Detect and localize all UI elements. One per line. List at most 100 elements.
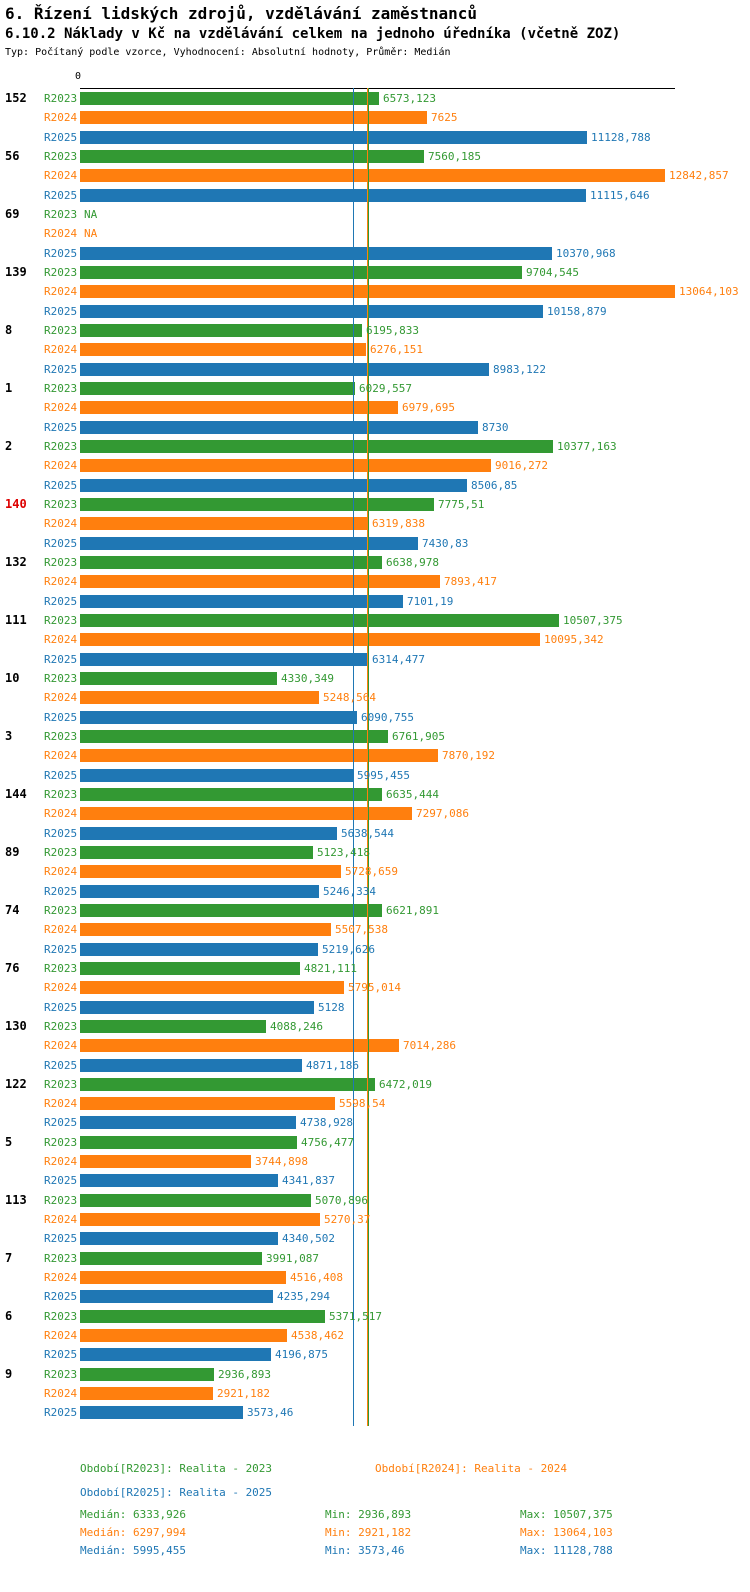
series-label: R2024 — [44, 1039, 78, 1052]
bar — [80, 1155, 251, 1168]
org-id-label: 7 — [5, 1251, 13, 1265]
stats-r2023-min: Min: 2936,893 — [325, 1508, 412, 1521]
series-label: R2023 — [44, 614, 78, 627]
bar-value-label: 6090,755 — [361, 711, 414, 724]
bar-value-label: 9016,272 — [495, 459, 548, 472]
org-id-label: 74 — [5, 903, 20, 917]
series-label: R2025 — [44, 1174, 78, 1187]
org-id-label: 130 — [5, 1019, 27, 1033]
bar — [80, 421, 478, 434]
org-id-label: 139 — [5, 265, 27, 279]
org-id-label: 9 — [5, 1367, 13, 1381]
org-id-label: 6 — [5, 1309, 13, 1323]
bar — [80, 1368, 214, 1381]
series-label: R2023 — [44, 556, 78, 569]
bar — [80, 807, 412, 820]
stats-r2024-max: Max: 13064,103 — [520, 1526, 613, 1539]
bar — [80, 1252, 262, 1265]
series-label: R2024 — [44, 1097, 78, 1110]
bar-value-label: 6319,838 — [372, 517, 425, 530]
bar — [80, 614, 559, 627]
series-label: R2025 — [44, 1406, 78, 1419]
series-label: R2024 — [44, 459, 78, 472]
bar-value-label: 7775,51 — [438, 498, 485, 511]
bar-value-label: 10377,163 — [557, 440, 617, 453]
bar-value-label: 7625 — [431, 111, 458, 124]
org-id-label: 8 — [5, 323, 13, 337]
bar — [80, 769, 353, 782]
bar-value-label: 4340,502 — [282, 1232, 335, 1245]
series-label: R2024 — [44, 1213, 78, 1226]
bar — [80, 827, 337, 840]
series-label: R2025 — [44, 305, 78, 318]
bar — [80, 382, 355, 395]
series-label: R2025 — [44, 1116, 78, 1129]
series-label: R2025 — [44, 189, 78, 202]
bar — [80, 479, 467, 492]
series-label: R2023 — [44, 672, 78, 685]
bar — [80, 131, 587, 144]
series-label: R2025 — [44, 827, 78, 840]
bar-value-label: 6761,905 — [392, 730, 445, 743]
bar — [80, 749, 438, 762]
bar — [80, 788, 382, 801]
series-label: R2024 — [44, 111, 78, 124]
bar — [80, 324, 362, 337]
report-title: 6. Řízení lidských zdrojů, vzdělávání za… — [5, 4, 478, 23]
bar — [80, 691, 319, 704]
report-meta: Typ: Počítaný podle vzorce, Vyhodnocení:… — [5, 47, 451, 58]
bar — [80, 1329, 287, 1342]
bar-value-label: 5123,418 — [317, 846, 370, 859]
bar — [80, 1310, 325, 1323]
legend-r2023: Období[R2023]: Realita - 2023 — [80, 1462, 273, 1475]
bar — [80, 923, 331, 936]
org-id-label: 113 — [5, 1193, 27, 1207]
median-line-r2025 — [353, 88, 354, 1426]
bar — [80, 846, 313, 859]
median-line-r2023 — [368, 88, 369, 1426]
series-label: R2024 — [44, 865, 78, 878]
series-label: R2025 — [44, 1232, 78, 1245]
org-id-label: 132 — [5, 555, 27, 569]
series-label: R2024 — [44, 749, 78, 762]
bar-value-label: 6029,557 — [359, 382, 412, 395]
series-label: R2025 — [44, 247, 78, 260]
series-label: R2023 — [44, 904, 78, 917]
bar — [80, 92, 379, 105]
bar — [80, 633, 540, 646]
series-label: R2024 — [44, 633, 78, 646]
series-label: R2024 — [44, 1155, 78, 1168]
series-label: R2025 — [44, 595, 78, 608]
series-label: R2025 — [44, 1059, 78, 1072]
series-label: R2023 — [44, 498, 78, 511]
bar — [80, 1348, 271, 1361]
bar — [80, 343, 366, 356]
series-label: R2024 — [44, 343, 78, 356]
bar-value-label: 6195,833 — [366, 324, 419, 337]
bar-value-label: 5070,896 — [315, 1194, 368, 1207]
series-label: R2023 — [44, 150, 78, 163]
bar — [80, 498, 434, 511]
bar-value-label: 5507,538 — [335, 923, 388, 936]
bar — [80, 595, 403, 608]
bar-value-label: 7014,286 — [403, 1039, 456, 1052]
series-label: R2024 — [44, 401, 78, 414]
bar-value-label: 4235,294 — [277, 1290, 330, 1303]
series-label: R2024 — [44, 691, 78, 704]
bar-value-label: 5638,544 — [341, 827, 394, 840]
bar-value-label: 9704,545 — [526, 266, 579, 279]
bar-value-label: 6276,151 — [370, 343, 423, 356]
bar — [80, 401, 398, 414]
bar-value-label: 6314,477 — [372, 653, 425, 666]
bar-value-label: NA — [84, 208, 98, 221]
bar-value-label: 4871,186 — [306, 1059, 359, 1072]
series-label: R2023 — [44, 382, 78, 395]
bar-value-label: 3744,898 — [255, 1155, 308, 1168]
bar-value-label: 8983,122 — [493, 363, 546, 376]
series-label: R2024 — [44, 575, 78, 588]
stats-r2025-max: Max: 11128,788 — [520, 1544, 613, 1557]
bar-value-label: 5248,564 — [323, 691, 376, 704]
series-label: R2025 — [44, 421, 78, 434]
bar-value-label: 7430,83 — [422, 537, 469, 550]
